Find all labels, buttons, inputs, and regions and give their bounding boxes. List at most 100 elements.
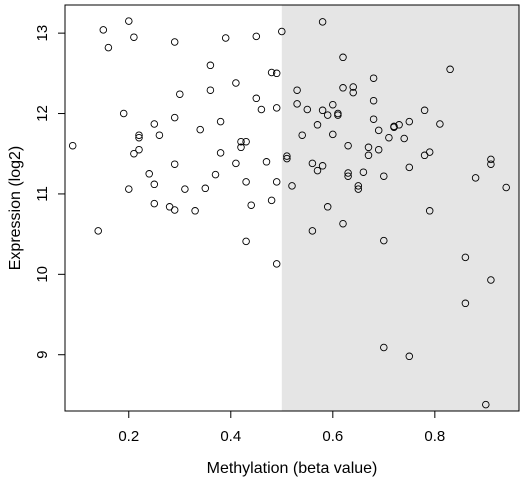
data-point <box>170 160 179 168</box>
data-point <box>155 131 164 139</box>
data-point <box>482 400 490 409</box>
data-point <box>380 343 388 352</box>
data-point <box>104 43 113 52</box>
data-point <box>216 117 225 126</box>
data-point <box>313 121 322 129</box>
data-point <box>502 183 510 192</box>
data-point <box>329 130 337 139</box>
data-point <box>461 253 470 262</box>
data-point <box>206 61 215 70</box>
data-point <box>390 123 398 131</box>
data-point <box>232 159 240 168</box>
data-point <box>339 84 347 92</box>
data-point <box>68 141 77 150</box>
data-point <box>405 163 414 172</box>
data-point <box>135 131 143 139</box>
data-point <box>318 162 327 170</box>
data-point <box>272 260 281 268</box>
data-point <box>471 174 480 182</box>
data-point <box>380 172 388 180</box>
data-point <box>119 109 128 118</box>
y-axis: 9 10 11 12 13 <box>34 25 65 359</box>
data-point <box>201 184 210 193</box>
data-point <box>170 113 179 122</box>
data-point <box>191 207 199 215</box>
data-point <box>135 133 143 142</box>
data-point <box>247 201 255 209</box>
data-point <box>196 125 204 134</box>
data-point <box>206 86 215 94</box>
data-point <box>257 105 266 114</box>
data-point <box>420 106 429 115</box>
data-point <box>339 219 347 228</box>
data-point <box>170 38 179 46</box>
data-point <box>252 32 261 41</box>
x-tick-label: 0.4 <box>220 428 241 445</box>
data-point <box>150 120 159 128</box>
data-point <box>487 276 495 284</box>
data-point <box>211 170 220 179</box>
data-point <box>318 18 327 26</box>
data-point <box>425 148 434 156</box>
data-point <box>232 79 240 87</box>
data-point <box>176 90 184 98</box>
y-tick-label: 9 <box>34 351 51 359</box>
data-point <box>344 169 352 177</box>
data-point <box>395 121 403 129</box>
data-point <box>278 27 286 36</box>
data-point <box>487 155 495 164</box>
data-point <box>283 152 291 160</box>
data-point <box>369 115 378 123</box>
data-point <box>318 106 327 115</box>
data-point <box>425 207 434 215</box>
data-point <box>298 131 306 139</box>
data-point <box>242 137 250 146</box>
data-point <box>364 143 373 152</box>
data-point <box>181 185 189 193</box>
data-point <box>150 199 159 208</box>
data-point <box>487 160 495 168</box>
data-point <box>369 96 378 105</box>
x-tick-label: 0.6 <box>322 428 343 445</box>
data-point <box>344 141 352 150</box>
data-point <box>405 352 414 361</box>
data-point <box>262 158 271 166</box>
data-point <box>308 159 317 168</box>
y-tick-label: 12 <box>34 105 51 122</box>
data-point <box>369 74 378 82</box>
data-point <box>446 65 454 74</box>
data-point <box>364 151 373 160</box>
data-point <box>130 33 138 41</box>
data-point <box>329 100 337 109</box>
data-point <box>130 149 138 158</box>
data-point <box>334 109 342 118</box>
data-point <box>150 180 159 189</box>
highlight-region <box>281 5 519 411</box>
data-point <box>237 137 245 146</box>
data-point <box>354 182 363 190</box>
data-point <box>323 203 332 211</box>
data-point <box>380 236 388 245</box>
data-point <box>374 145 383 154</box>
data-point <box>339 53 347 62</box>
data-point <box>303 105 312 114</box>
data-point <box>272 178 281 186</box>
data-point <box>293 86 301 94</box>
data-point <box>221 34 230 42</box>
data-point <box>252 94 261 103</box>
data-point <box>323 111 332 119</box>
data-point <box>170 206 179 214</box>
data-point <box>272 69 281 78</box>
data-point <box>308 227 317 235</box>
data-point <box>99 26 108 34</box>
data-point <box>374 126 383 135</box>
data-point <box>267 196 276 205</box>
data-point <box>344 172 352 180</box>
data-point <box>359 168 368 176</box>
data-point <box>272 104 281 112</box>
data-point <box>242 178 250 186</box>
data-point <box>313 166 322 175</box>
data-point <box>349 88 357 97</box>
data-point <box>385 133 393 142</box>
